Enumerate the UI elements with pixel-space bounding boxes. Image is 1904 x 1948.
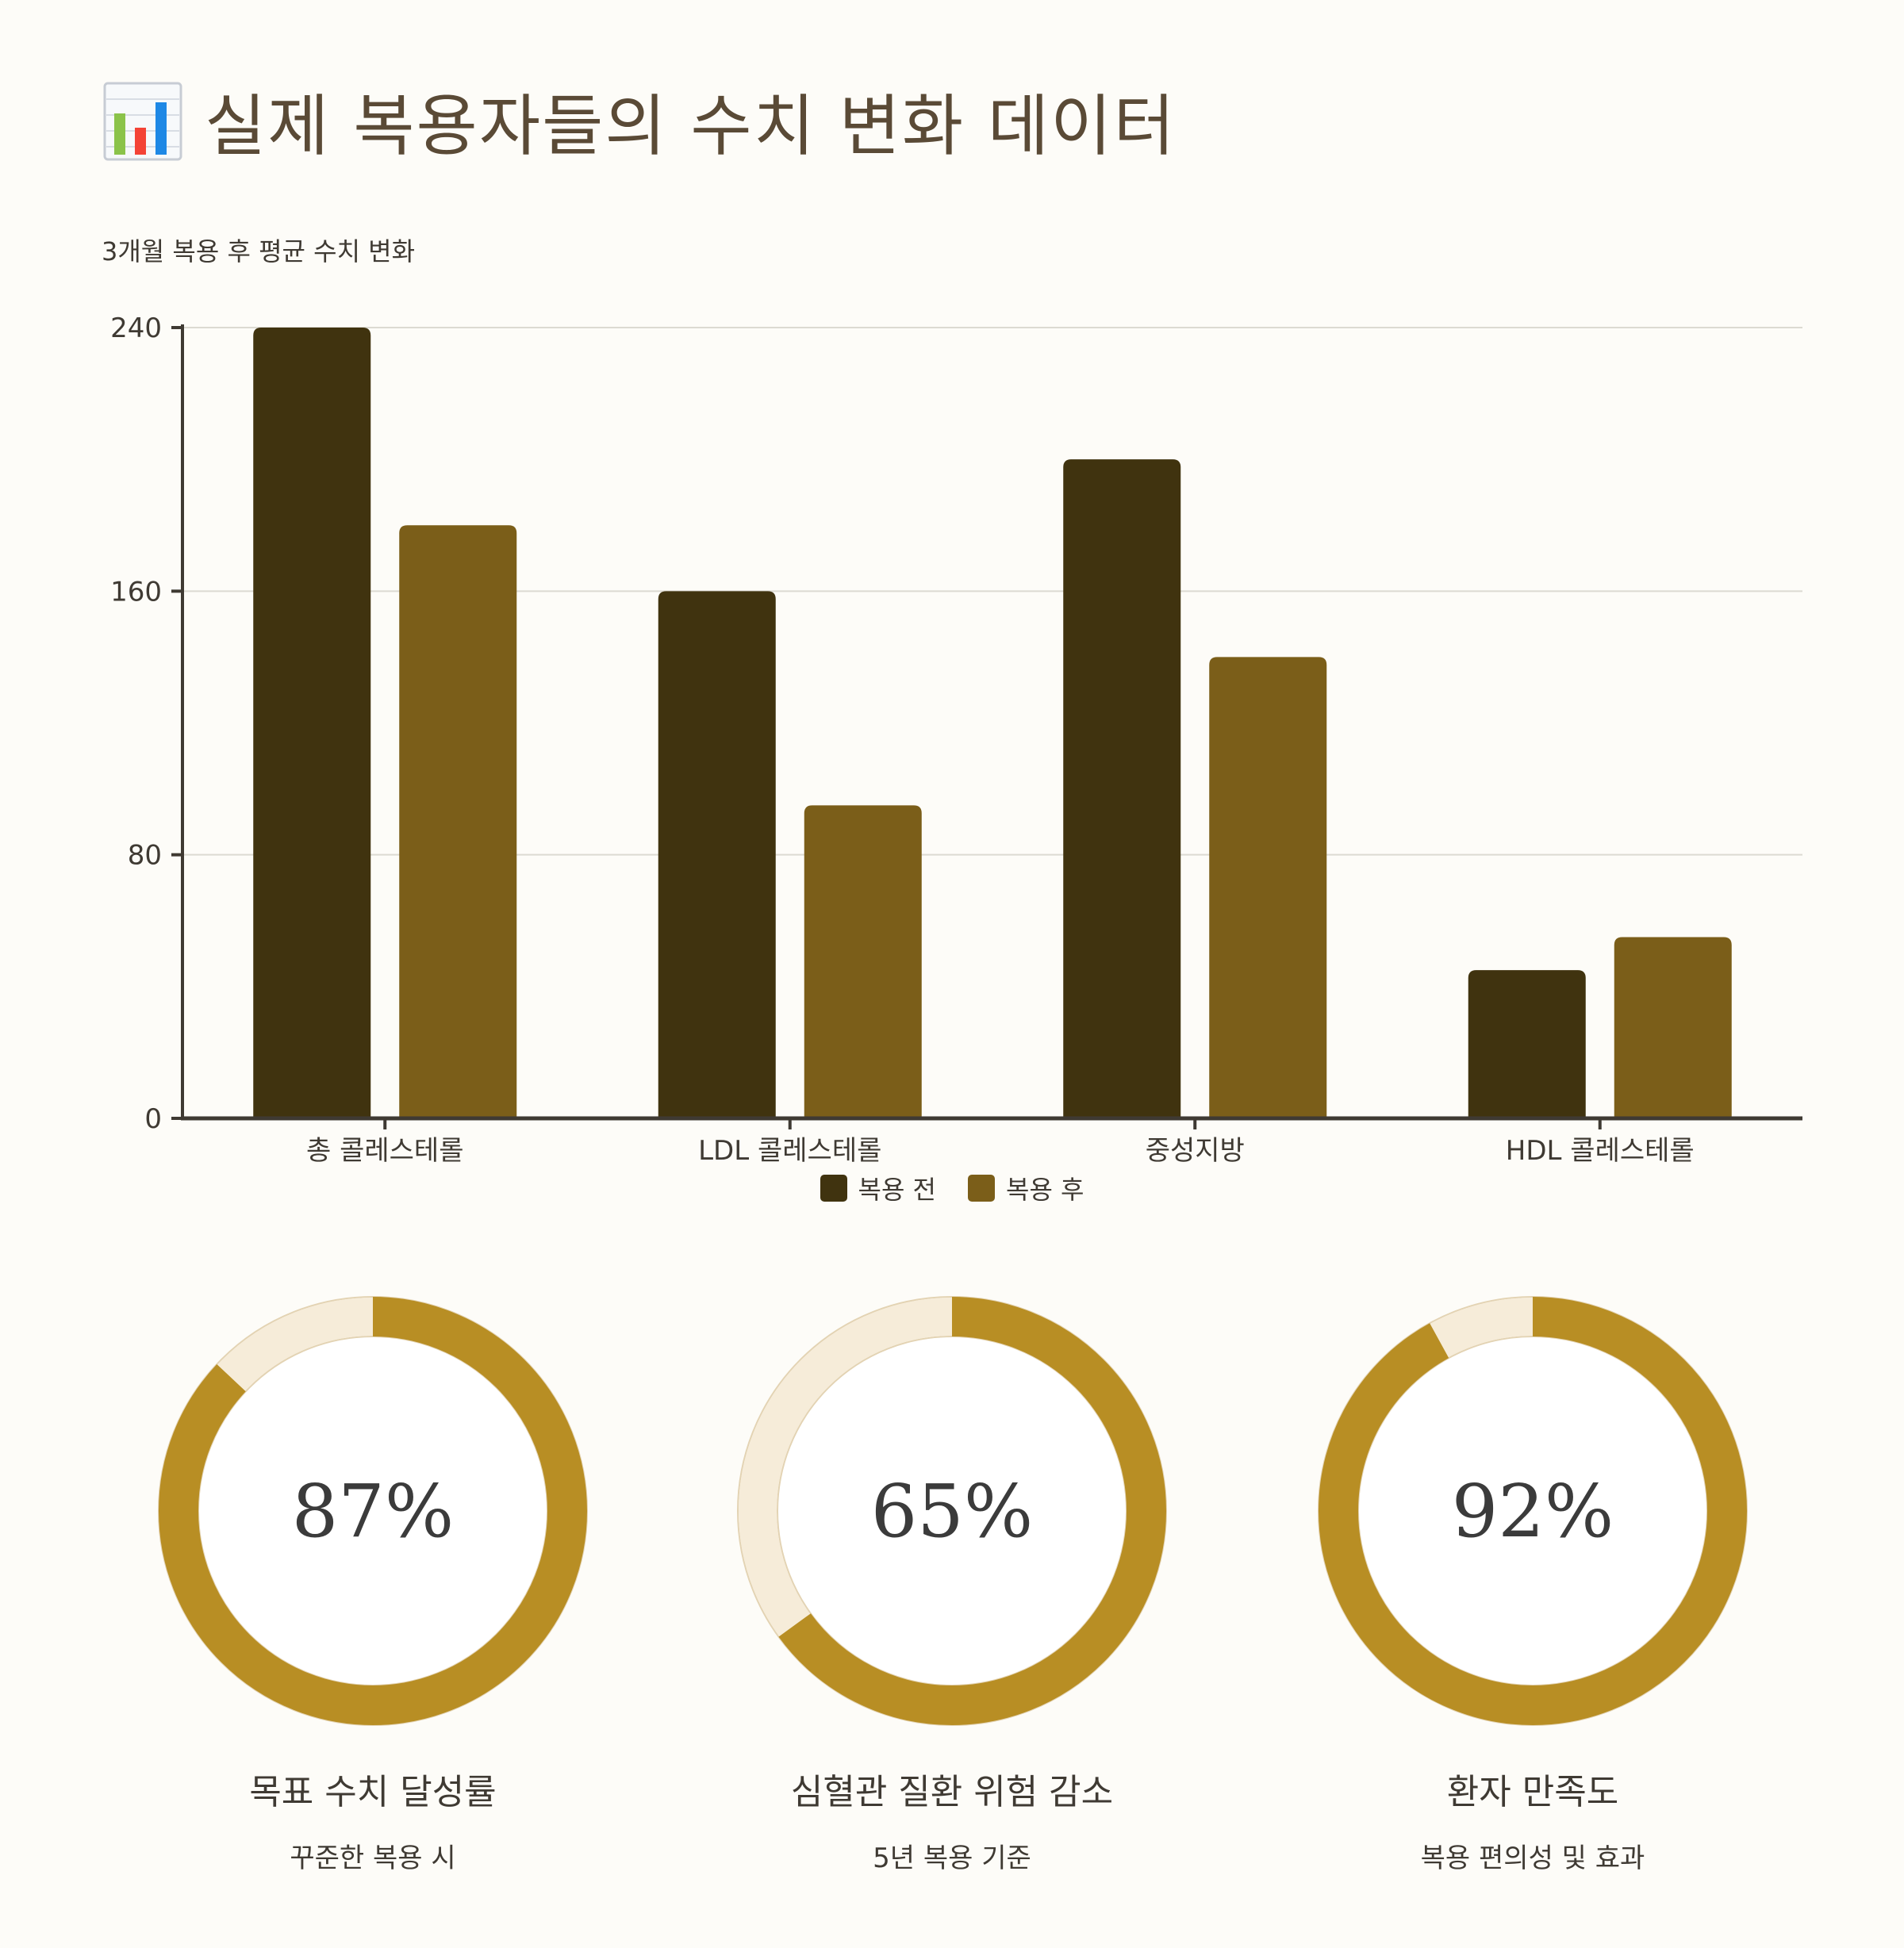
- chart-legend: 복용 전 복용 후: [0, 1170, 1904, 1206]
- y-tick-label: 160: [110, 576, 162, 608]
- bar: [253, 328, 371, 1118]
- progress-ring: 87%: [158, 1296, 588, 1726]
- y-tick-label: 80: [128, 840, 162, 872]
- stat-sub: 꾸준한 복용 시: [290, 1843, 456, 1874]
- stat-value: 65%: [871, 1469, 1033, 1554]
- legend-swatch-after: [968, 1175, 995, 1202]
- stat-label: 목표 수치 달성률: [249, 1772, 497, 1812]
- stat-value: 87%: [292, 1469, 454, 1554]
- page-title: 실제 복용자들의 수치 변화 데이터: [205, 87, 1177, 165]
- legend-swatch-before: [820, 1175, 847, 1202]
- x-tick-label: LDL 콜레스테롤: [698, 1135, 881, 1166]
- chart-subtitle: 3개월 복용 후 평균 수치 변화: [102, 236, 416, 267]
- ring-progress: [159, 1297, 587, 1725]
- bar: [658, 591, 776, 1118]
- stat-card-risk: 65% 심혈관 질환 위험 감소 5년 복용 기준: [706, 1289, 1198, 1875]
- x-tick-label: 총 콜레스테롤: [306, 1135, 464, 1166]
- stat-card-satisfaction: 92% 환자 만족도 복용 편의성 및 효과: [1287, 1289, 1779, 1875]
- ring-progress: [1319, 1297, 1747, 1725]
- bar: [1209, 657, 1327, 1118]
- progress-ring: 92%: [1318, 1296, 1748, 1726]
- bar: [1468, 970, 1586, 1118]
- stat-label: 환자 만족도: [1446, 1772, 1619, 1812]
- y-tick-label: 240: [110, 313, 162, 344]
- legend-item-after: 복용 후: [968, 1170, 1084, 1206]
- legend-item-before: 복용 전: [820, 1170, 937, 1206]
- bar: [399, 525, 517, 1118]
- bar: [1614, 937, 1732, 1118]
- x-tick-label: 중성지방: [1146, 1135, 1245, 1166]
- ring-progress: [738, 1297, 1166, 1725]
- stat-label: 심혈관 질환 위험 감소: [790, 1772, 1114, 1812]
- bar: [804, 805, 922, 1118]
- legend-label-before: 복용 전: [858, 1175, 937, 1205]
- progress-ring: 65%: [737, 1296, 1167, 1726]
- x-tick-label: HDL 콜레스테롤: [1506, 1135, 1695, 1166]
- stat-sub: 5년 복용 기준: [873, 1843, 1031, 1874]
- y-tick-label: 0: [144, 1103, 162, 1135]
- bar-chart: 0 80 160 240 총 콜레스테롤 LDL 콜레스테롤 중성지방 HDL 콜레스테롤: [110, 313, 1802, 1166]
- stat-sub: 복용 편의성 및 효과: [1420, 1843, 1645, 1874]
- bar: [1063, 459, 1181, 1118]
- title-row: 실제 복용자들의 수치 변화 데이터: [102, 73, 1177, 169]
- legend-label-after: 복용 후: [1006, 1175, 1084, 1205]
- stat-value: 92%: [1452, 1469, 1614, 1554]
- bar-chart-icon: [103, 82, 182, 160]
- stat-card-goal: 87% 목표 수치 달성률 꾸준한 복용 시: [127, 1289, 619, 1875]
